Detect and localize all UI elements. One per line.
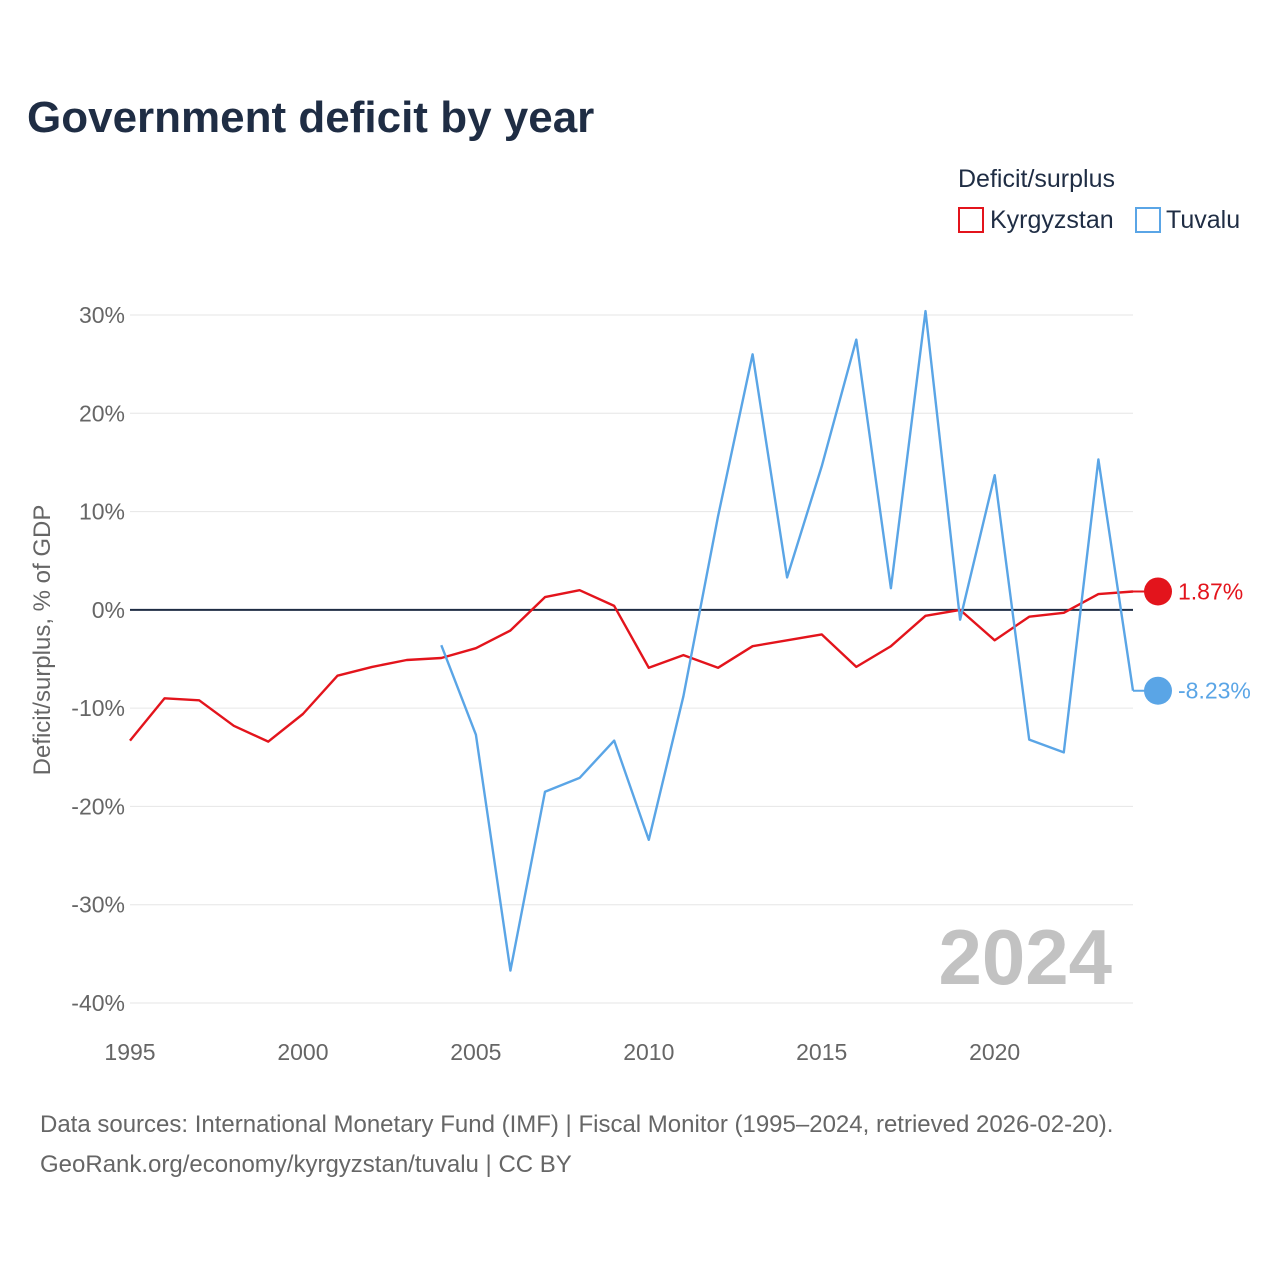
legend-swatch-tuvalu	[1135, 207, 1161, 233]
source-line-1: Data sources: International Monetary Fun…	[40, 1111, 1113, 1138]
flag-marker-tuvalu	[1144, 676, 1172, 705]
y-tick-label: -20%	[71, 793, 125, 819]
y-axis-label: Deficit/surplus, % of GDP	[29, 505, 56, 776]
legend-swatch-kyrgyzstan	[958, 207, 984, 233]
y-tick-label: 20%	[79, 400, 125, 426]
y-tick-label: 0%	[92, 597, 125, 623]
series-lines	[129, 309, 1135, 972]
end-value-label-tuvalu: -8.23%	[1178, 678, 1251, 704]
x-axis-ticks: 1995 2000 2005 2010 2015 2020	[104, 1039, 1020, 1065]
y-axis-ticks: 30% 20% 10% 0% -10% -20% -30% -40%	[71, 302, 125, 1016]
legend-title: Deficit/surplus	[958, 165, 1115, 193]
gridlines	[130, 314, 1133, 1004]
page-title: Government deficit by year	[27, 93, 594, 142]
source-line-2[interactable]: GeoRank.org/economy/kyrgyzstan/tuvalu | …	[40, 1151, 572, 1178]
x-tick-label: 2000	[277, 1039, 328, 1065]
x-tick-label: 2020	[969, 1039, 1020, 1065]
legend-item-kyrgyzstan[interactable]: Kyrgyzstan	[958, 206, 1114, 234]
y-tick-label: -40%	[71, 990, 125, 1016]
series-line-kyrgyzstan	[129, 589, 1134, 743]
legend-label-tuvalu: Tuvalu	[1166, 206, 1240, 234]
y-tick-label: 30%	[79, 302, 125, 328]
legend: Deficit/surplus Kyrgyzstan Tuvalu	[958, 165, 1240, 234]
y-tick-label: -10%	[71, 695, 125, 721]
x-tick-label: 2005	[450, 1039, 501, 1065]
end-value-label-kyrgyzstan: 1.87%	[1178, 578, 1243, 604]
y-tick-label: -30%	[71, 892, 125, 918]
year-watermark: 2024	[938, 913, 1112, 1001]
x-tick-label: 2010	[623, 1039, 674, 1065]
x-tick-label: 2015	[796, 1039, 847, 1065]
y-tick-label: 10%	[79, 499, 125, 525]
series-endpoints: 1.87% -8.23%	[1133, 577, 1251, 705]
legend-label-kyrgyzstan: Kyrgyzstan	[990, 206, 1114, 234]
legend-item-tuvalu[interactable]: Tuvalu	[1135, 206, 1240, 234]
x-tick-label: 1995	[104, 1039, 155, 1065]
series-line-tuvalu	[440, 309, 1135, 972]
flag-marker-kyrgyzstan	[1144, 577, 1172, 606]
